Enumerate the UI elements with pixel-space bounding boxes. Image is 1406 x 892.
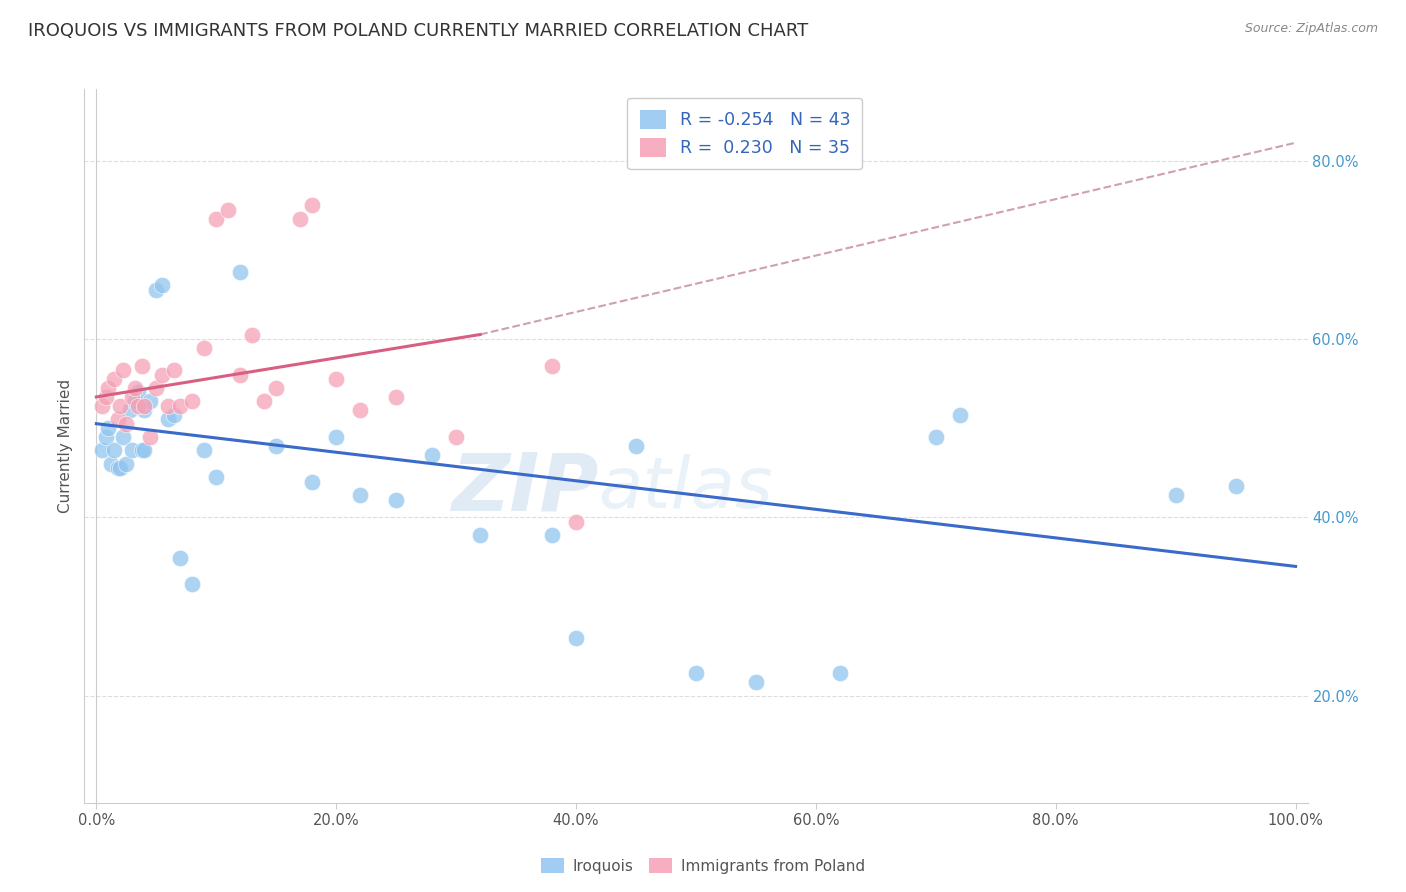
Immigrants from Poland	[229, 368, 252, 382]
Immigrants from Poland	[91, 399, 114, 413]
Immigrants from Poland	[145, 381, 167, 395]
Immigrants from Poland	[94, 390, 117, 404]
Immigrants from Poland	[121, 390, 143, 404]
Iroquois	[301, 475, 323, 489]
Immigrants from Poland	[150, 368, 173, 382]
Iroquois	[229, 265, 252, 279]
Iroquois	[745, 675, 768, 690]
Text: IROQUOIS VS IMMIGRANTS FROM POLAND CURRENTLY MARRIED CORRELATION CHART: IROQUOIS VS IMMIGRANTS FROM POLAND CURRE…	[28, 22, 808, 40]
Iroquois	[94, 430, 117, 444]
Iroquois	[110, 461, 132, 475]
Iroquois	[163, 408, 186, 422]
Iroquois	[100, 457, 122, 471]
Immigrants from Poland	[115, 417, 138, 431]
Iroquois	[565, 631, 588, 645]
Iroquois	[1164, 488, 1187, 502]
Immigrants from Poland	[565, 515, 588, 529]
Immigrants from Poland	[124, 381, 146, 395]
Iroquois	[127, 385, 149, 400]
Y-axis label: Currently Married: Currently Married	[58, 379, 73, 513]
Iroquois	[264, 439, 287, 453]
Iroquois	[118, 403, 141, 417]
Immigrants from Poland	[301, 198, 323, 212]
Iroquois	[134, 443, 156, 458]
Iroquois	[385, 492, 408, 507]
Immigrants from Poland	[240, 327, 263, 342]
Iroquois	[115, 457, 138, 471]
Iroquois	[1225, 479, 1247, 493]
Iroquois	[134, 403, 156, 417]
Immigrants from Poland	[110, 399, 132, 413]
Immigrants from Poland	[325, 372, 347, 386]
Iroquois	[349, 488, 371, 502]
Immigrants from Poland	[253, 394, 276, 409]
Iroquois	[325, 430, 347, 444]
Iroquois	[97, 421, 120, 435]
Iroquois	[949, 408, 972, 422]
Immigrants from Poland	[131, 359, 153, 373]
Immigrants from Poland	[290, 211, 312, 226]
Iroquois	[145, 283, 167, 297]
Immigrants from Poland	[97, 381, 120, 395]
Immigrants from Poland	[264, 381, 287, 395]
Text: ZIP: ZIP	[451, 450, 598, 528]
Immigrants from Poland	[139, 430, 162, 444]
Immigrants from Poland	[163, 363, 186, 377]
Iroquois	[107, 461, 129, 475]
Iroquois	[121, 443, 143, 458]
Iroquois	[828, 666, 851, 681]
Immigrants from Poland	[349, 403, 371, 417]
Iroquois	[139, 394, 162, 409]
Iroquois	[181, 577, 204, 591]
Text: Source: ZipAtlas.com: Source: ZipAtlas.com	[1244, 22, 1378, 36]
Iroquois	[91, 443, 114, 458]
Immigrants from Poland	[444, 430, 467, 444]
Iroquois	[103, 443, 125, 458]
Immigrants from Poland	[103, 372, 125, 386]
Immigrants from Poland	[134, 399, 156, 413]
Iroquois	[131, 443, 153, 458]
Iroquois	[541, 528, 564, 542]
Immigrants from Poland	[157, 399, 180, 413]
Immigrants from Poland	[169, 399, 191, 413]
Immigrants from Poland	[111, 363, 134, 377]
Immigrants from Poland	[193, 341, 215, 355]
Iroquois	[157, 412, 180, 426]
Iroquois	[624, 439, 647, 453]
Iroquois	[925, 430, 948, 444]
Iroquois	[193, 443, 215, 458]
Iroquois	[169, 550, 191, 565]
Iroquois	[111, 430, 134, 444]
Iroquois	[124, 394, 146, 409]
Legend: Iroquois, Immigrants from Poland: Iroquois, Immigrants from Poland	[534, 852, 872, 880]
Immigrants from Poland	[217, 202, 239, 217]
Legend: R = -0.254   N = 43, R =  0.230   N = 35: R = -0.254 N = 43, R = 0.230 N = 35	[627, 98, 862, 169]
Immigrants from Poland	[181, 394, 204, 409]
Immigrants from Poland	[205, 211, 228, 226]
Iroquois	[205, 470, 228, 484]
Immigrants from Poland	[385, 390, 408, 404]
Iroquois	[420, 448, 443, 462]
Immigrants from Poland	[541, 359, 564, 373]
Immigrants from Poland	[127, 399, 149, 413]
Iroquois	[685, 666, 707, 681]
Immigrants from Poland	[107, 412, 129, 426]
Iroquois	[150, 278, 173, 293]
Iroquois	[468, 528, 491, 542]
Text: atlas: atlas	[598, 454, 773, 524]
